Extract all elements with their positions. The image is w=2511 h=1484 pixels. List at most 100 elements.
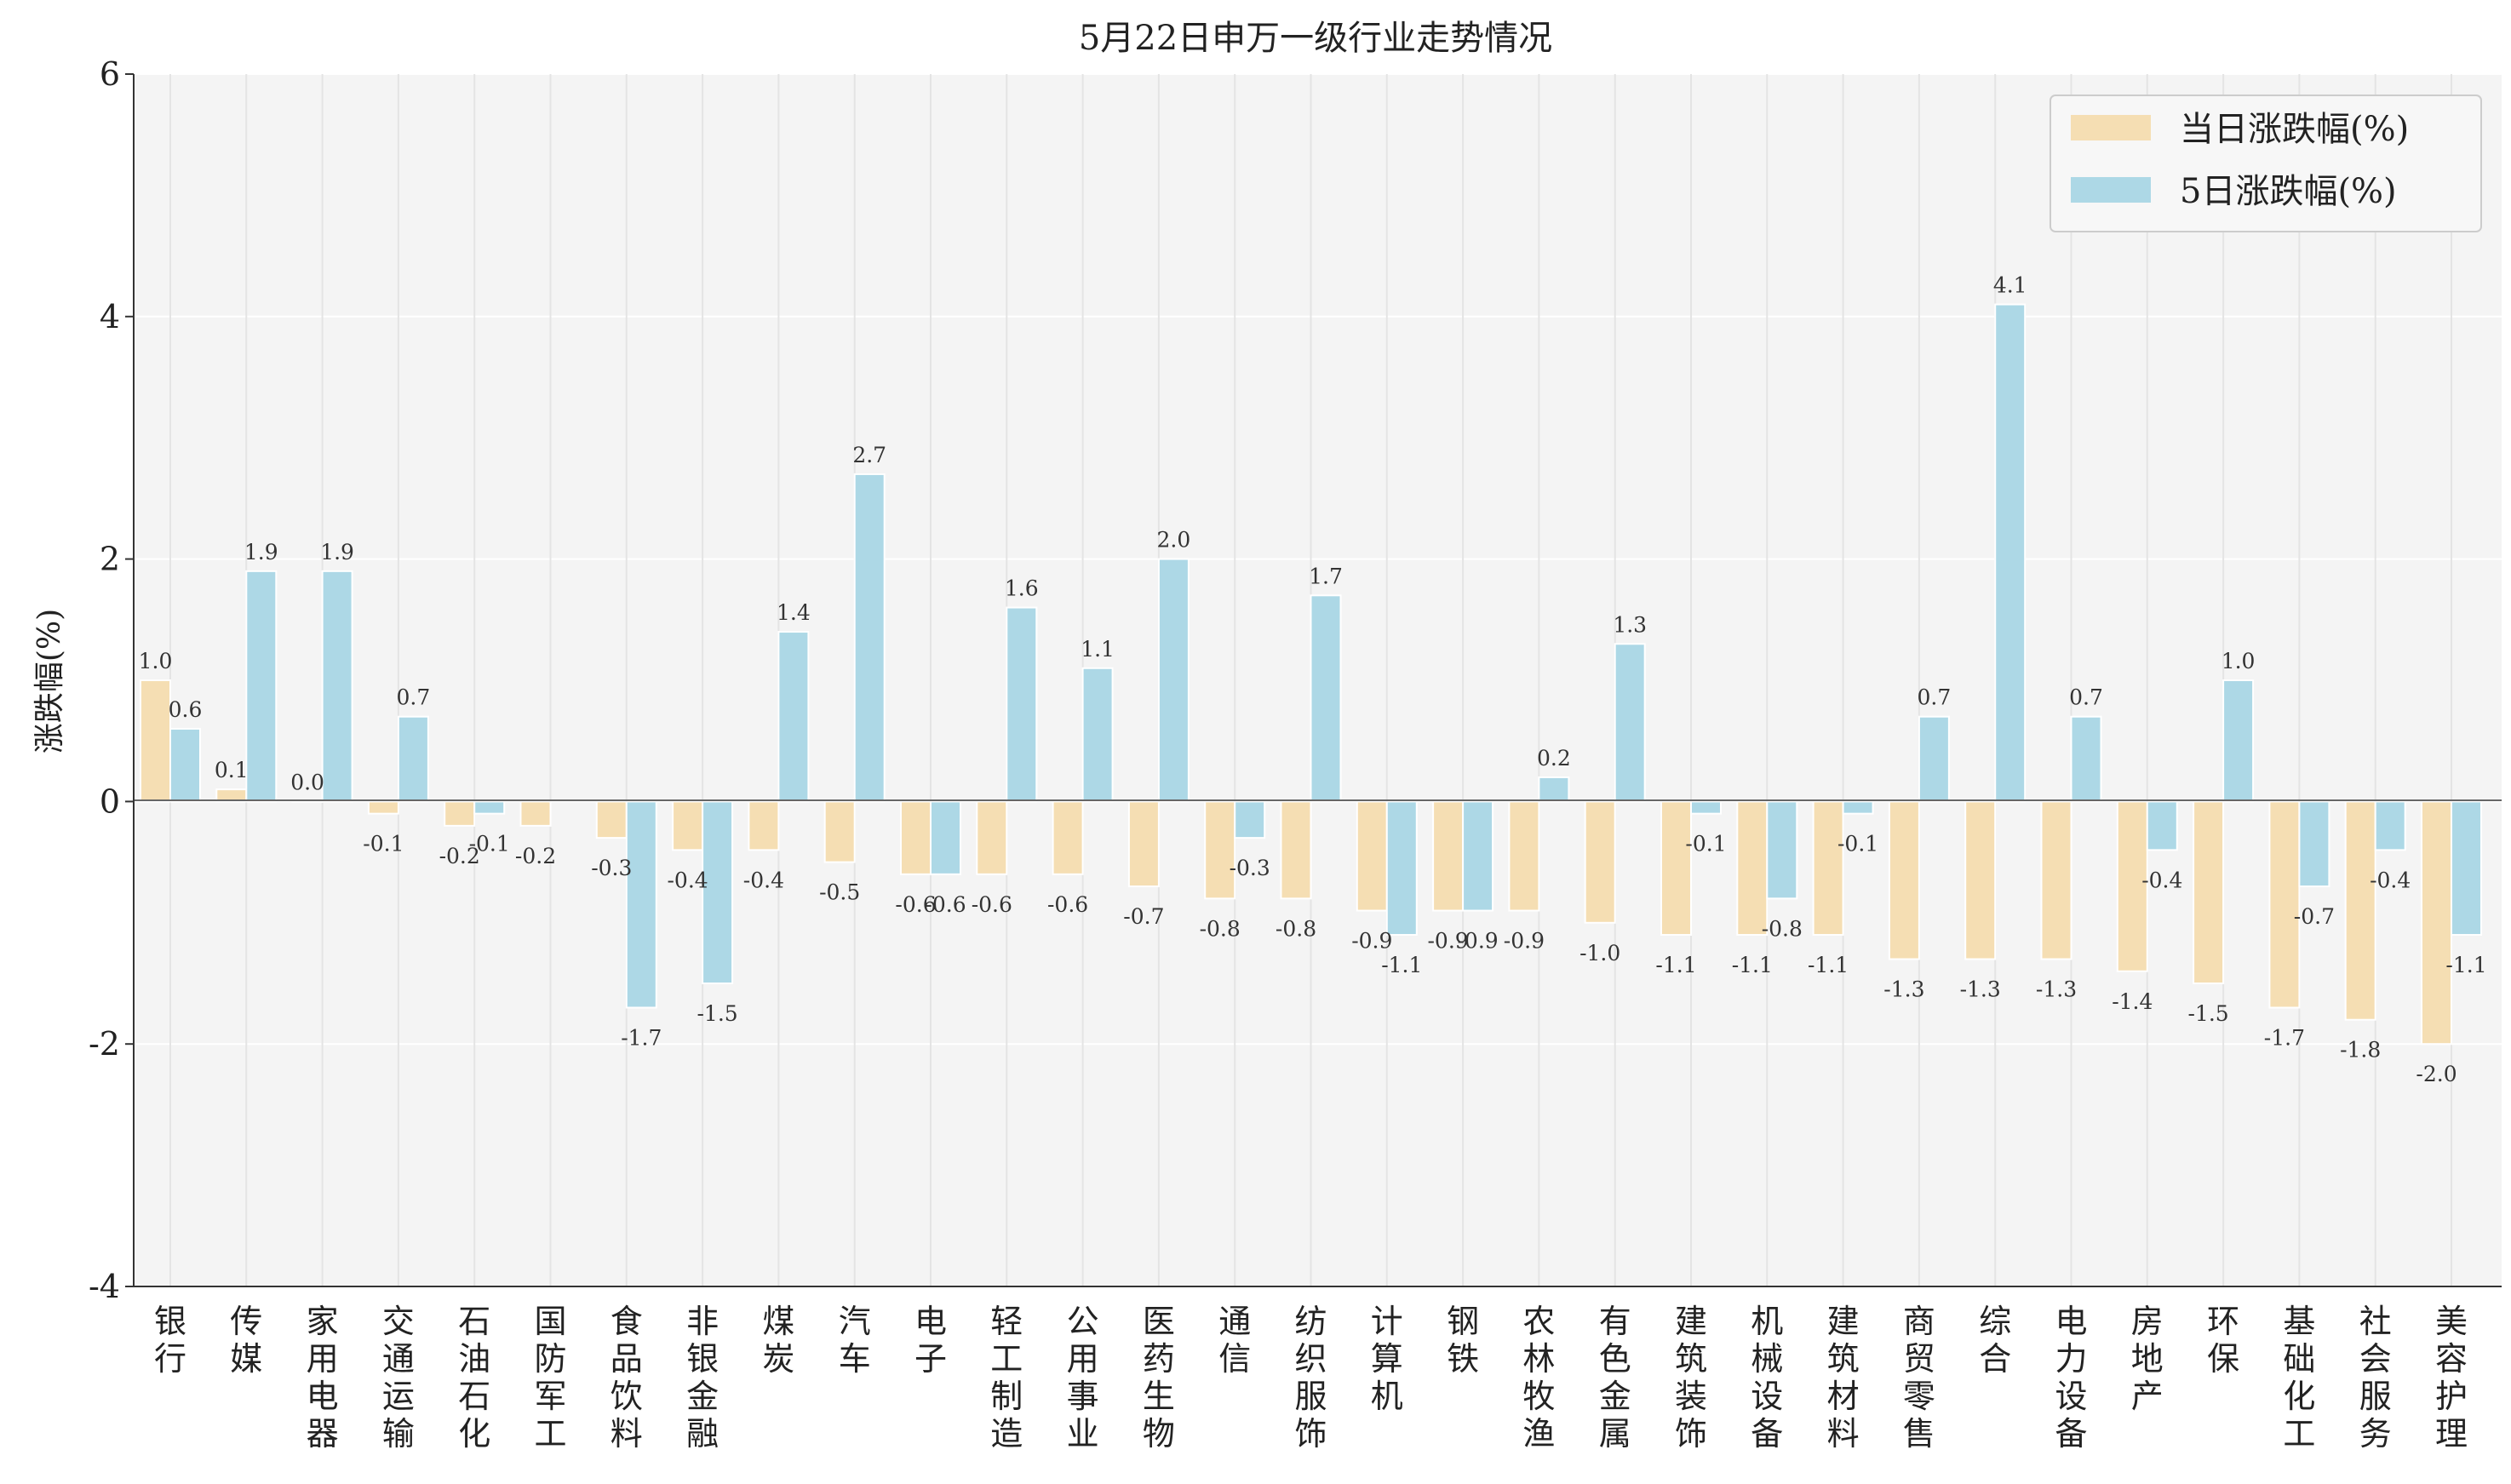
x-tick-label: 计 (1371, 1303, 1403, 1340)
data-label: -1.4 (2112, 989, 2153, 1014)
data-label: -0.4 (2141, 868, 2182, 892)
bar-daily (1660, 800, 1692, 937)
data-label: -2.0 (2416, 1062, 2457, 1086)
bar-daily (1204, 800, 1236, 900)
x-tick-label: 事 (1067, 1378, 1099, 1415)
x-tick-label: 售 (1903, 1415, 1935, 1452)
data-label: 1.3 (1613, 612, 1647, 637)
bar-5day (2070, 715, 2102, 803)
bar-5day (1994, 303, 2027, 803)
bar-daily (2344, 800, 2376, 1021)
bar-daily (1432, 800, 1465, 912)
bar-5day (2146, 800, 2178, 851)
x-tick-label: 地 (2131, 1340, 2164, 1378)
bar-5day (625, 800, 657, 1009)
x-tick-label: 材 (1827, 1378, 1860, 1415)
data-label: -1.1 (2445, 953, 2486, 977)
x-tick-label: 药 (1143, 1340, 1175, 1378)
x-tick-label: 料 (611, 1415, 643, 1452)
bar-daily (140, 679, 171, 803)
x-tick-label: 纺 (1294, 1303, 1327, 1340)
x-tick-label: 用 (1067, 1340, 1099, 1378)
x-tick-label: 贸 (1903, 1340, 1935, 1378)
x-tick-label: 工 (534, 1415, 566, 1452)
legend-swatch-5day (2071, 177, 2151, 203)
data-label: -1.5 (697, 1001, 737, 1026)
bar-daily (291, 800, 324, 803)
x-tick-label: 产 (2131, 1378, 2164, 1415)
x-tick-label: 会 (2359, 1340, 2392, 1378)
x-tick-label: 石 (458, 1378, 490, 1415)
data-label: -0.4 (667, 868, 708, 892)
x-tick-label: 运 (382, 1378, 415, 1415)
x-tick-label: 服 (2359, 1378, 2392, 1415)
x-tick-label: 电 (307, 1378, 339, 1415)
bar-5day (1842, 800, 1874, 815)
data-label: -0.6 (925, 892, 966, 917)
bar-daily (1508, 800, 1540, 912)
data-label: -1.5 (2187, 1001, 2228, 1026)
x-tick-label: 汽 (839, 1303, 871, 1340)
x-tick-label: 家 (307, 1303, 339, 1340)
data-label: 1.1 (1081, 637, 1115, 662)
x-tick-label: 油 (458, 1340, 490, 1378)
data-label: -0.9 (1427, 929, 1468, 954)
bar-5day (1538, 776, 1570, 803)
x-tick-label: 非 (686, 1303, 719, 1340)
x-tick-label: 保 (2207, 1340, 2239, 1378)
data-label: -1.1 (1808, 953, 1849, 977)
data-label: -1.1 (1381, 953, 1422, 977)
bar-daily (1736, 800, 1769, 937)
bar-5day (1385, 800, 1418, 937)
bar-5day (1081, 667, 1114, 803)
chart-title: 5月22日申万一级行业走势情况 (1079, 19, 1552, 58)
data-label: 0.1 (215, 758, 249, 782)
data-label: -1.0 (1579, 941, 1620, 965)
x-tick-label: 备 (2055, 1415, 2087, 1452)
data-label: -0.2 (515, 844, 556, 868)
x-tick-label: 工 (990, 1340, 1023, 1378)
data-label: 0.7 (1918, 685, 1952, 710)
legend-swatch-daily (2071, 115, 2151, 140)
data-label: 1.4 (777, 600, 811, 625)
data-label: 1.9 (320, 540, 354, 564)
x-tick-label: 医 (1143, 1303, 1175, 1340)
x-tick-label: 筑 (1827, 1340, 1860, 1378)
data-label: 0.7 (2069, 685, 2103, 710)
x-tick-label: 交 (382, 1303, 415, 1340)
x-tick-label: 综 (1979, 1303, 2011, 1340)
x-tick-label: 工 (2283, 1415, 2315, 1452)
x-tick-label: 商 (1903, 1303, 1935, 1340)
bar-daily (748, 800, 780, 851)
x-tick-label: 通 (1218, 1303, 1251, 1340)
data-label: 4.1 (1993, 273, 2027, 298)
x-tick-label: 建 (1827, 1303, 1860, 1340)
x-tick-label: 料 (1827, 1415, 1860, 1452)
x-tick-label: 品 (611, 1340, 643, 1378)
x-tick-label: 林 (1522, 1340, 1555, 1378)
x-tick-label: 属 (1599, 1415, 1631, 1452)
bar-5day (1157, 558, 1190, 803)
bar-daily (595, 800, 628, 839)
data-label: -0.9 (1457, 929, 1498, 954)
data-label: -0.7 (1123, 904, 1164, 929)
data-label: 1.0 (2221, 649, 2256, 673)
bar-daily (444, 800, 476, 827)
x-tick-label: 电 (914, 1303, 947, 1340)
y-tick-label: 6 (100, 55, 120, 93)
x-tick-label: 装 (1675, 1378, 1707, 1415)
y-tick-label: -2 (89, 1025, 120, 1063)
bar-5day (169, 727, 201, 803)
x-tick-label: 生 (1143, 1378, 1175, 1415)
x-tick-label: 有 (1599, 1303, 1631, 1340)
x-tick-label: 信 (1218, 1340, 1251, 1378)
x-tick-label: 饰 (1675, 1415, 1707, 1452)
x-tick-label: 渔 (1522, 1415, 1555, 1452)
data-label: -0.6 (1047, 892, 1088, 917)
bar-daily (519, 800, 552, 827)
data-labels: 1.00.1 0.0-0.1 -0.2 -0.2 -0.3 -0.4 -0.4 -0.5 -0.… (139, 273, 2487, 1087)
x-tick-label: 算 (1371, 1340, 1403, 1378)
data-label: -1.7 (621, 1025, 662, 1050)
x-tick-label: 化 (2283, 1378, 2315, 1415)
x-tick-label: 通 (382, 1340, 415, 1378)
